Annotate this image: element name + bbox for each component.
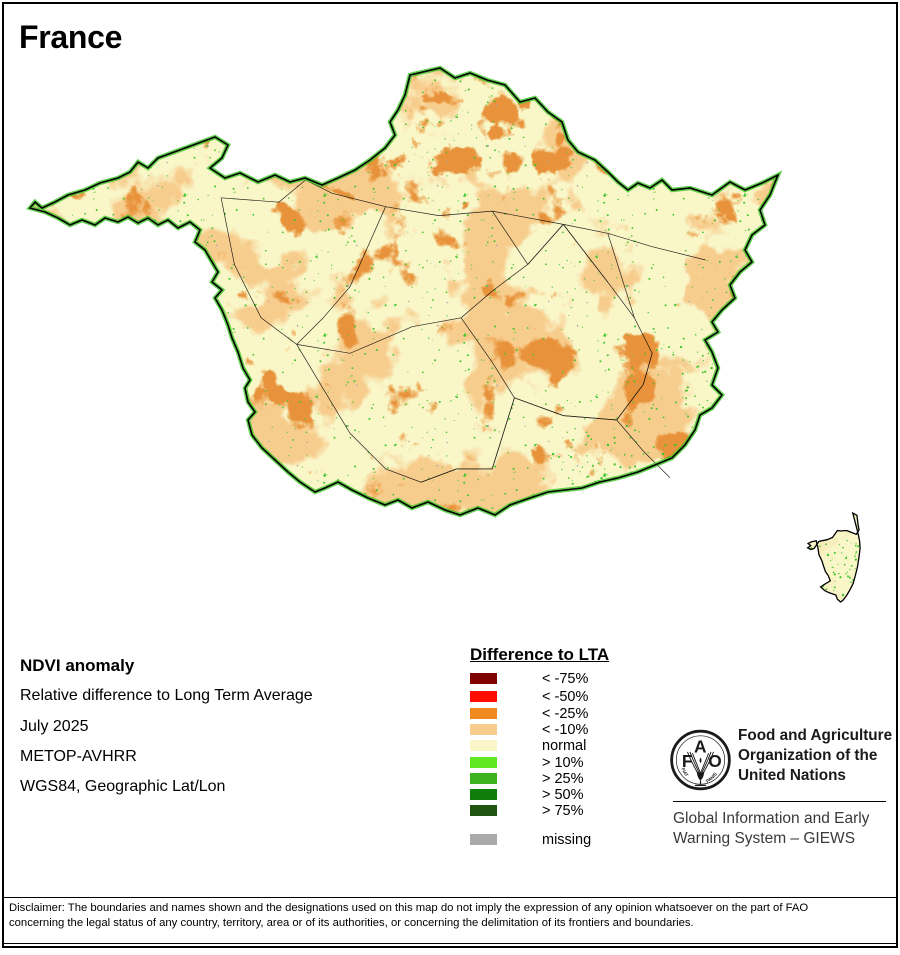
svg-text:A: A [694,737,707,757]
svg-text:PANIS: PANIS [705,772,718,784]
